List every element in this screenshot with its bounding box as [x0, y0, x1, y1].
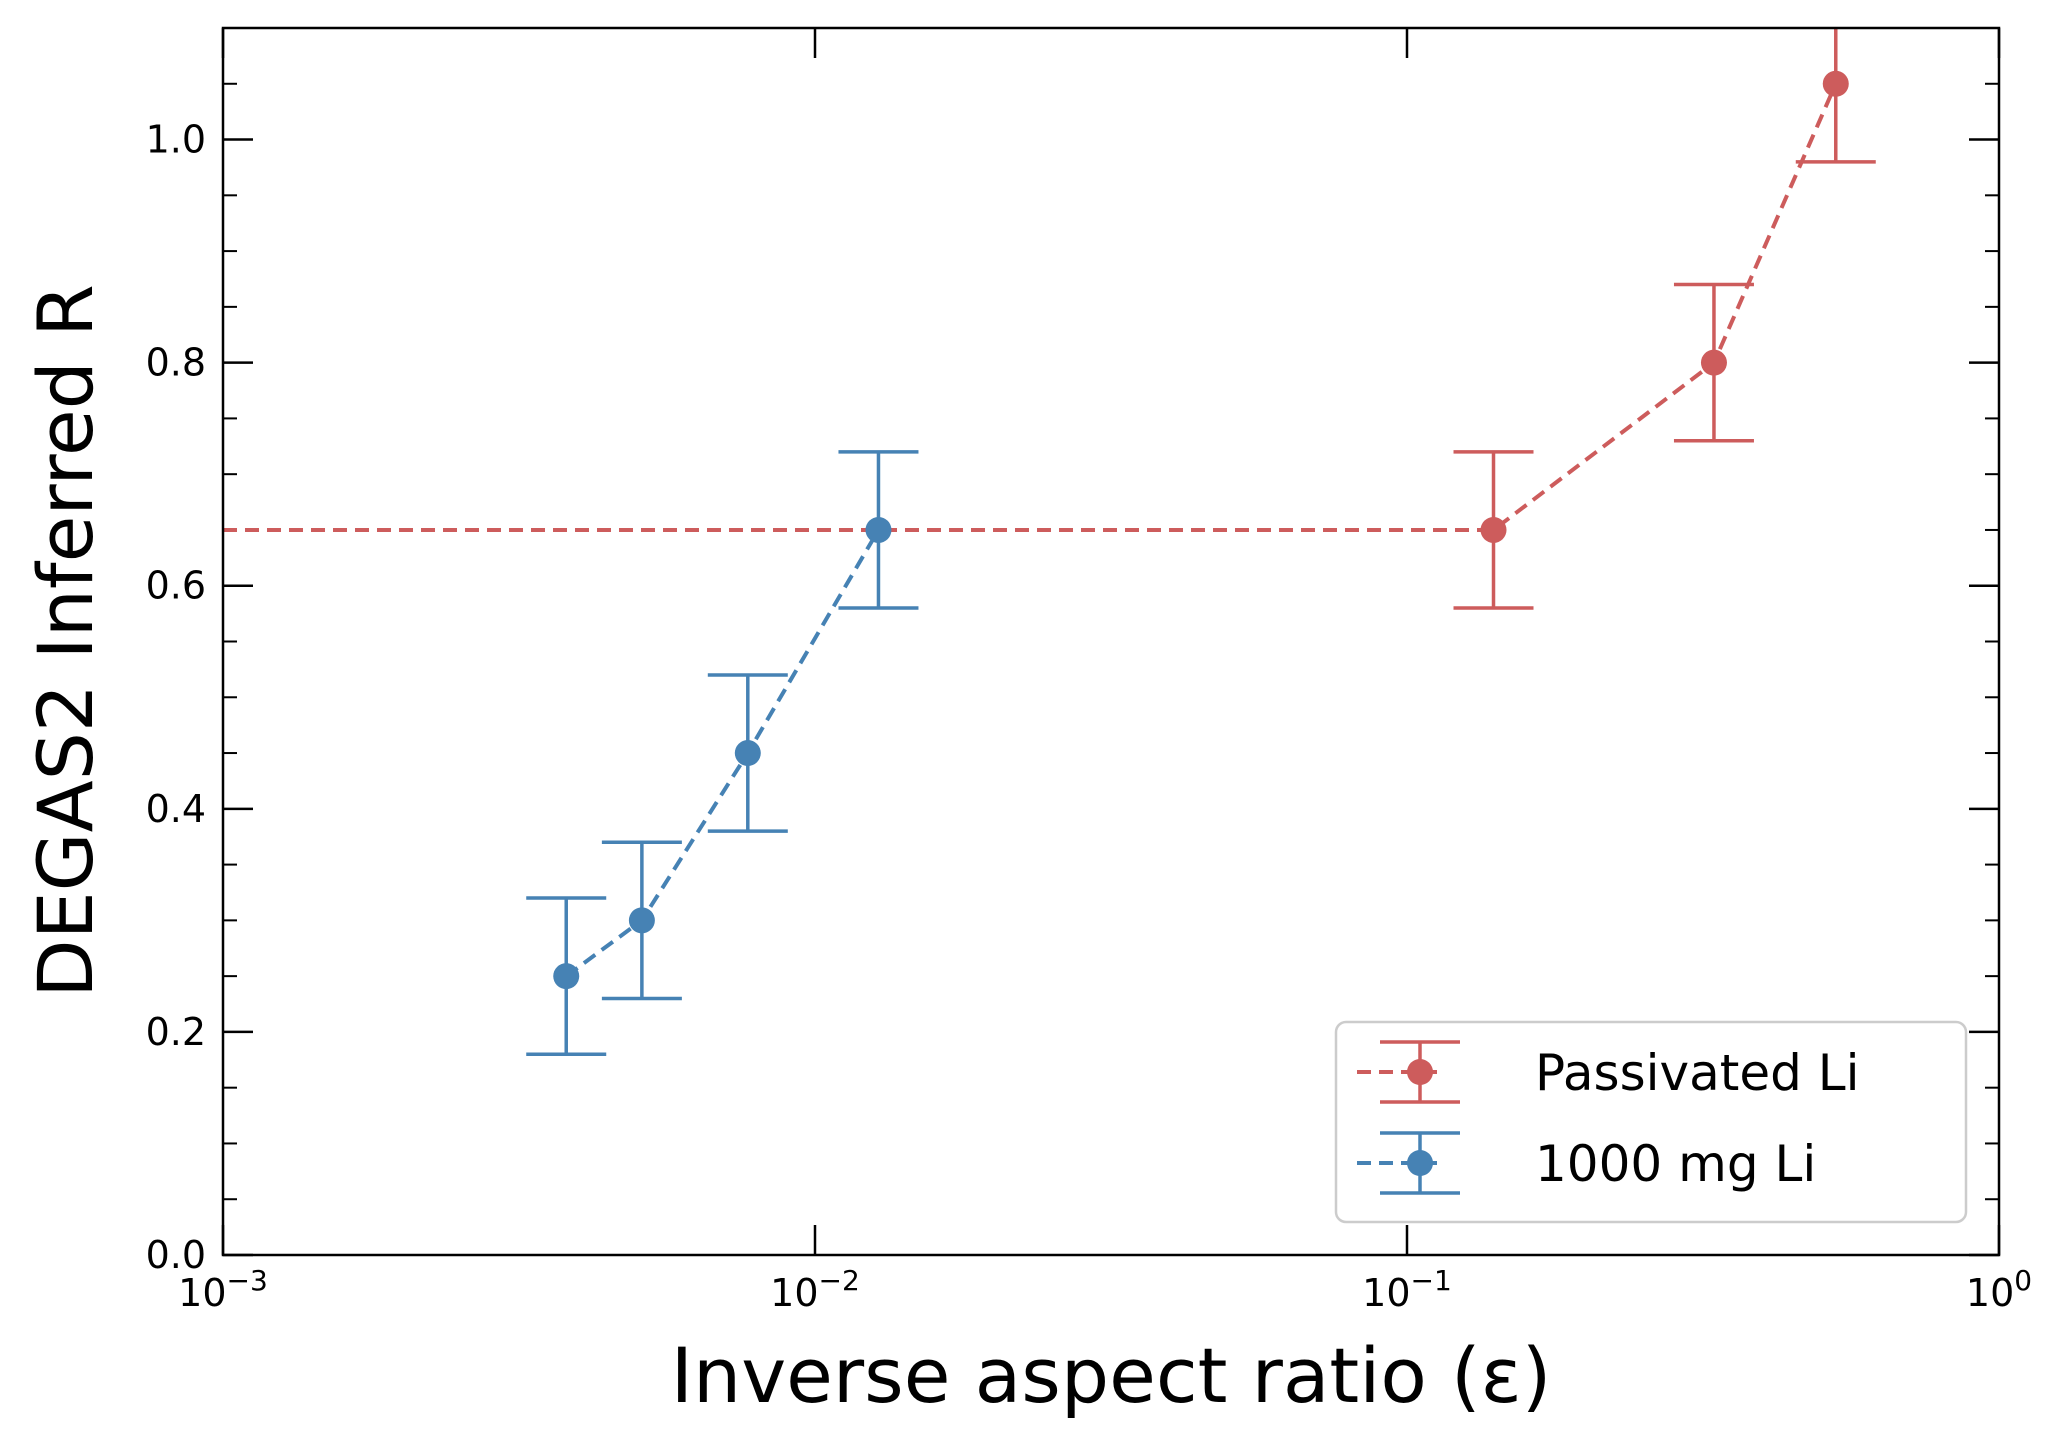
plot-clipped — [223, 28, 1876, 1056]
y-axis-label: DEGAS2 Inferred R — [21, 284, 110, 998]
data-point — [1480, 516, 1507, 543]
data-point — [865, 516, 892, 543]
legend-label: Passivated Li — [1535, 1044, 1860, 1102]
legend-label: 1000 mg Li — [1535, 1135, 1816, 1193]
legend-entries: Passivated Li 1000 mg Li — [1357, 1040, 1860, 1195]
y-tick-label: 0.2 — [146, 1010, 206, 1054]
data-point — [734, 740, 761, 767]
y-tick-label: 0.0 — [146, 1233, 206, 1277]
plot-frame — [221, 26, 2001, 1257]
data-point — [628, 907, 655, 934]
x-tick-label: 10−1 — [1362, 1264, 1452, 1315]
data-point — [1700, 349, 1727, 376]
legend-marker — [1407, 1059, 1433, 1085]
series-line — [223, 82, 1838, 532]
legend-frame — [1334, 1020, 1968, 1224]
y-tick-labels: 0.0 0.2 0.4 0.6 0.8 1.0 — [146, 118, 206, 1277]
x-tick-label: 100 — [1966, 1264, 2032, 1315]
x-tick-label: 10−2 — [770, 1264, 860, 1315]
y-tick-label: 0.6 — [146, 564, 206, 608]
legend-marker — [1407, 1150, 1433, 1176]
series-line — [565, 528, 881, 978]
data-point — [1822, 70, 1849, 97]
x-axis-label: Inverse aspect ratio (ε) — [671, 1331, 1552, 1420]
plot-area — [223, 28, 1876, 1056]
y-tick-label: 0.4 — [146, 787, 206, 831]
legend-entry: Passivated Li — [1357, 1040, 1860, 1104]
x-tick-label: 10−3 — [178, 1264, 268, 1315]
legend: Passivated Li 1000 mg Li — [1334, 1020, 1968, 1224]
x-tick-labels: 10−3 10−2 10−1 100 — [178, 1264, 2032, 1315]
data-point — [553, 963, 580, 990]
y-tick-label: 1.0 — [146, 118, 206, 162]
legend-entry: 1000 mg Li — [1357, 1131, 1816, 1195]
y-tick-label: 0.8 — [146, 341, 206, 385]
